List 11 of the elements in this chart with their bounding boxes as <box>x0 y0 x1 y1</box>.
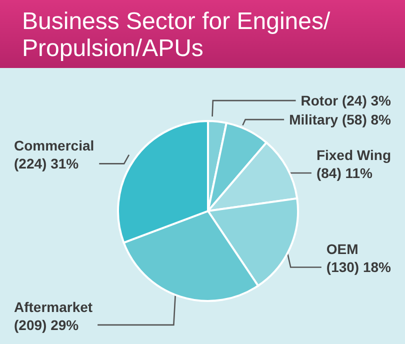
slice-label: Rotor (24) 3% <box>300 92 392 109</box>
data-label: (84) 11% <box>316 164 374 181</box>
data-label: (130) 18% <box>326 259 392 276</box>
slice-label: Fixed Wing <box>316 146 392 163</box>
chart-title: Business Sector for Engines/ Propulsion/APUs <box>0 0 405 68</box>
slice-label: Military (58) 8% <box>289 112 392 128</box>
data-label: (224) 31% <box>14 156 80 172</box>
slice-label: Aftermarket <box>14 298 93 315</box>
slice-label: Commercial <box>14 138 94 154</box>
data-label: (209) 29% <box>14 316 80 333</box>
slice-label: OEM <box>326 241 358 258</box>
